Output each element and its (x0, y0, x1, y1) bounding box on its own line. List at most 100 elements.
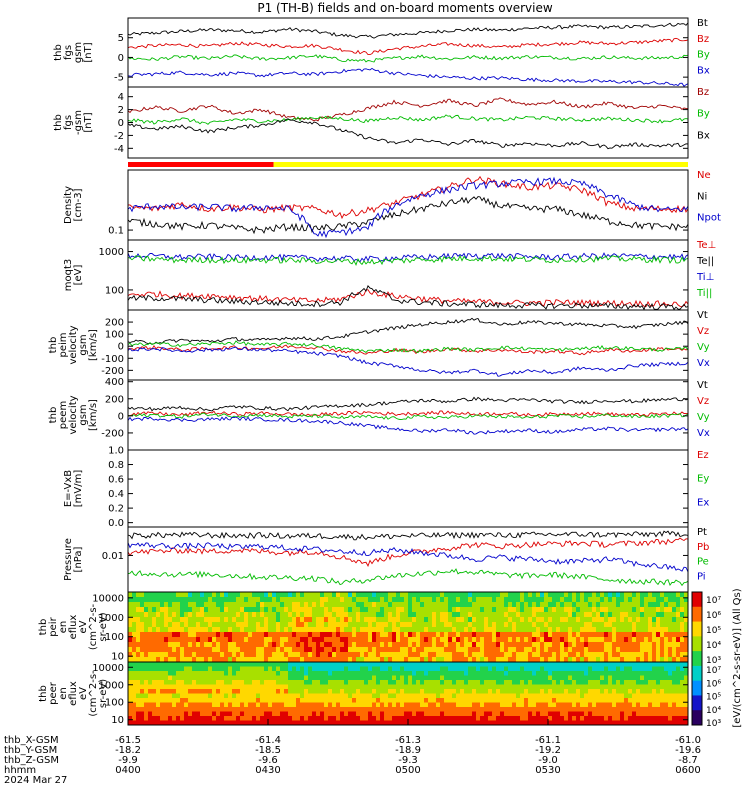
heatmap-cell (304, 720, 309, 726)
heatmap-cell (172, 702, 177, 708)
heatmap-cell (476, 657, 481, 663)
heatmap-cell (332, 592, 337, 598)
heatmap-cell (148, 617, 153, 623)
heatmap-cell (428, 684, 433, 690)
heatmap-cell (448, 689, 453, 694)
heatmap-cell (516, 647, 521, 653)
heatmap-cell (492, 642, 497, 648)
heatmap-cell (388, 698, 393, 703)
heatmap-cell (416, 702, 421, 708)
heatmap-cell (496, 602, 501, 608)
heatmap-cell (628, 689, 633, 694)
heatmap-cell (464, 592, 469, 598)
heatmap-cell (260, 716, 265, 721)
heatmap-cell (372, 622, 377, 628)
heatmap-cell (572, 716, 577, 721)
heatmap-cell (204, 652, 209, 658)
heatmap-cell (684, 675, 689, 681)
heatmap-cell (592, 607, 597, 613)
heatmap-cell (428, 707, 433, 712)
heatmap-cell (548, 637, 553, 643)
heatmap-cell (324, 680, 329, 685)
heatmap-cell (208, 666, 213, 672)
heatmap-cell (616, 720, 621, 726)
heatmap-cell (612, 652, 617, 658)
heatmap-cell (336, 666, 341, 672)
heatmap-cell (408, 666, 413, 672)
heatmap-cell (332, 597, 337, 603)
heatmap-cell (344, 637, 349, 643)
heatmap-cell (348, 671, 353, 676)
heatmap-cell (684, 666, 689, 672)
heatmap-cell (268, 702, 273, 708)
heatmap-cell (440, 617, 445, 623)
heatmap-cell (396, 675, 401, 681)
heatmap-cell (144, 702, 149, 708)
heatmap-cell (432, 684, 437, 690)
heatmap-cell (224, 702, 229, 708)
heatmap-cell (280, 617, 285, 623)
heatmap-cell (540, 680, 545, 685)
heatmap-cell (216, 612, 221, 618)
heatmap-cell (468, 680, 473, 685)
heatmap-cell (656, 637, 661, 643)
heatmap-cell (320, 612, 325, 618)
heatmap-cell (684, 597, 689, 603)
heatmap-cell (416, 716, 421, 721)
heatmap-cell (448, 637, 453, 643)
heatmap-cell (676, 642, 681, 648)
heatmap-cell (244, 632, 249, 638)
heatmap-cell (208, 597, 213, 603)
heatmap-cell (592, 647, 597, 653)
heatmap-cell (620, 622, 625, 628)
heatmap-cell (504, 689, 509, 694)
heatmap-cell (216, 689, 221, 694)
heatmap-cell (152, 702, 157, 708)
heatmap-cell (536, 647, 541, 653)
heatmap-cell (580, 716, 585, 721)
heatmap-cell (156, 642, 161, 648)
heatmap-cell (180, 711, 185, 717)
heatmap-cell (400, 602, 405, 608)
heatmap-cell (300, 707, 305, 712)
heatmap-cell (668, 675, 673, 681)
heatmap-cell (384, 622, 389, 628)
heatmap-cell (472, 671, 477, 676)
heatmap-cell (236, 716, 241, 721)
heatmap-cell (208, 637, 213, 643)
heatmap-cell (616, 702, 621, 708)
heatmap-cell (392, 684, 397, 690)
heatmap-cell (560, 597, 565, 603)
heatmap-cell (600, 711, 605, 717)
y-label-line: thb (48, 337, 59, 354)
heatmap-cell (484, 637, 489, 643)
heatmap-cell (160, 637, 165, 643)
heatmap-cell (284, 642, 289, 648)
heatmap-cell (192, 657, 197, 663)
heatmap-cell (188, 693, 193, 699)
heatmap-cell (632, 637, 637, 643)
heatmap-cell (360, 671, 365, 676)
heatmap-cell (316, 617, 321, 623)
heatmap-cell (664, 642, 669, 648)
heatmap-cell (368, 657, 373, 663)
heatmap-cell (128, 693, 133, 699)
heatmap-cell (500, 612, 505, 618)
heatmap-cell (664, 720, 669, 726)
heatmap-cell (420, 597, 425, 603)
heatmap-cell (196, 680, 201, 685)
heatmap-cell (160, 652, 165, 658)
heatmap-cell (500, 680, 505, 685)
heatmap-cell (672, 666, 677, 672)
heatmap-cell (452, 622, 457, 628)
heatmap-cell (276, 716, 281, 721)
heatmap-cell (260, 680, 265, 685)
heatmap-cell (324, 662, 329, 667)
heatmap-cell (288, 662, 293, 667)
heatmap-cell (592, 684, 597, 690)
heatmap-cell (316, 707, 321, 712)
heatmap-cell (328, 707, 333, 712)
heatmap-cell (328, 637, 333, 643)
heatmap-cell (500, 642, 505, 648)
heatmap-cell (240, 602, 245, 608)
